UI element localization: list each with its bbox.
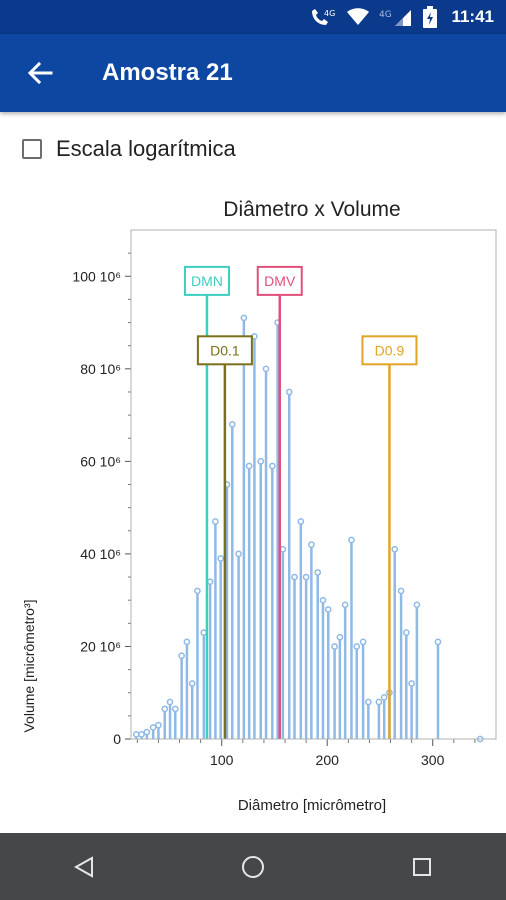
chart-bar-head — [408, 680, 415, 687]
chart-bar-head — [143, 728, 151, 736]
chart-bar-head — [434, 638, 442, 646]
chart-bar-head — [235, 550, 242, 558]
chart-bar-head — [245, 462, 253, 470]
chart-bar-head — [132, 731, 140, 738]
marker-label-box — [196, 335, 253, 366]
nav-recents-button[interactable] — [392, 837, 452, 897]
chart-bar-head — [200, 629, 208, 636]
chart-bars — [132, 314, 484, 743]
y-axis-label: Volume [micrômetro³] — [21, 599, 37, 732]
battery-charging-icon — [423, 6, 438, 28]
chart-title: Diâmetro x Volume — [223, 198, 400, 221]
chart-bar-head — [257, 458, 265, 465]
app-bar: Amostra 21 — [0, 34, 506, 112]
x-tick-label: 200 — [316, 752, 340, 768]
chart-bar-head — [291, 573, 298, 581]
chart-bar-head — [269, 462, 276, 470]
chart-bar-head — [155, 721, 162, 729]
chart-bar-head — [212, 518, 219, 525]
y-tick-label: 20 10⁶ — [80, 638, 121, 654]
chart-bar-head — [314, 569, 322, 576]
chart-bar-head — [397, 587, 405, 595]
chart-bar-head — [262, 365, 270, 373]
marker-label: D0.1 — [210, 342, 240, 358]
marker-label-box — [183, 265, 230, 296]
chart-bar-head — [331, 643, 338, 650]
call-4g-label: 4G — [324, 9, 335, 18]
y-tick-label: 100 10⁶ — [72, 268, 121, 284]
cell-signal-icon: 4G — [379, 7, 413, 27]
chart-bar-head — [359, 638, 367, 646]
chart-bar-head — [348, 536, 355, 544]
wifi-icon — [347, 8, 370, 26]
chart-bar-head — [375, 698, 383, 706]
chart-bar-head — [149, 724, 157, 731]
chart-bar-head — [302, 573, 310, 581]
status-bar: 4G 4G 11:41 — [0, 0, 506, 34]
arrow-left-icon — [27, 61, 53, 85]
chart-bar-head — [171, 705, 179, 713]
chart-bar-head — [402, 629, 410, 636]
chart-bar-head — [206, 578, 214, 586]
chart-bar-head — [297, 518, 305, 525]
status-time: 11:41 — [451, 7, 494, 26]
chart-bar-head — [178, 652, 185, 660]
chart-bar-head — [188, 680, 196, 687]
chart-bar-head — [194, 587, 201, 595]
chart-bar-head — [279, 545, 287, 553]
chart-bar-head — [341, 601, 349, 609]
chart-bar-head — [319, 596, 327, 604]
diameter-volume-chart: Diâmetro x Volume DMN DMV D0.1 D0.9 0 20 10⁶… — [21, 198, 497, 814]
chart-bar-head — [240, 314, 248, 322]
chart-bar-head — [161, 705, 169, 713]
chart-bar-head — [353, 643, 361, 650]
chart-bar-head — [324, 606, 332, 613]
chart-bar-head — [380, 694, 388, 701]
x-axis-label: Diâmetro [micrômetro] — [238, 797, 386, 814]
marker-label-box — [256, 265, 303, 296]
y-tick-label: 60 10⁶ — [80, 453, 121, 469]
page-title: Amostra 21 — [102, 59, 233, 86]
marker-label: DMN — [191, 273, 223, 289]
y-tick-label: 0 — [113, 731, 121, 747]
back-button[interactable] — [12, 45, 68, 101]
recents-square-icon — [412, 857, 431, 876]
home-circle-icon — [241, 855, 264, 878]
chart-area: Diâmetro x Volume DMN DMV D0.1 D0.9 0 20 10⁶… — [0, 180, 506, 830]
chart-bar-head — [413, 601, 421, 609]
marker-label-box — [361, 335, 418, 366]
log-scale-checkbox[interactable] — [22, 139, 42, 159]
chart-bar-head — [391, 545, 399, 553]
chart-bar-head — [183, 638, 191, 646]
y-tick-label: 40 10⁶ — [80, 546, 121, 562]
chart-markers: DMN DMV D0.1 D0.9 — [183, 265, 418, 739]
chart-bar-head — [365, 698, 372, 706]
chart-bar-head — [138, 731, 145, 738]
y-tick-label: 80 10⁶ — [80, 361, 121, 377]
log-scale-option[interactable]: Escala logarítmica — [22, 134, 236, 164]
nav-home-button[interactable] — [223, 837, 283, 897]
nav-back-button[interactable] — [54, 837, 114, 897]
chart-bar-head — [285, 388, 293, 396]
call-4g-icon: 4G — [309, 7, 337, 27]
log-scale-label: Escala logarítmica — [56, 136, 236, 161]
chart-bar-head — [336, 633, 344, 641]
chart-bar-head — [166, 698, 174, 706]
plot-frame — [130, 229, 497, 740]
marker-label: D0.9 — [375, 342, 405, 358]
x-tick-label: 300 — [421, 752, 445, 768]
system-nav-bar — [0, 833, 506, 900]
marker-label: DMV — [264, 273, 296, 289]
back-triangle-icon — [74, 855, 94, 878]
chart-bar-head — [308, 541, 315, 549]
chart-bar-head — [228, 420, 236, 428]
cell-4g-label: 4G — [379, 10, 392, 20]
chart-bar-head — [217, 555, 225, 562]
chart-ticks: 0 20 10⁶ 40 10⁶ 60 10⁶ 80 10⁶ 100 10⁶ 100 200 30… — [72, 252, 476, 768]
x-tick-label: 100 — [210, 752, 234, 768]
